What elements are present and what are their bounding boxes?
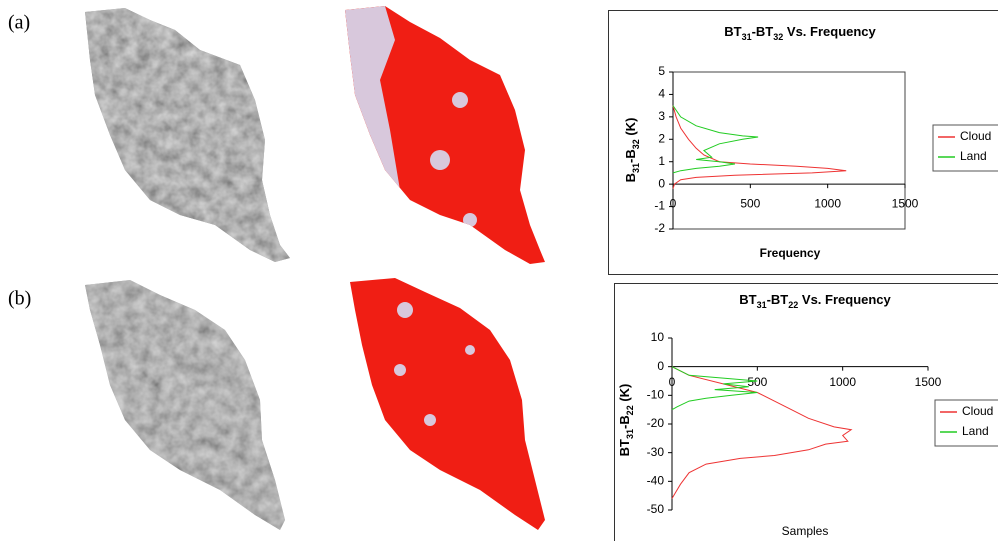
- x-tick-label: 1500: [915, 375, 942, 389]
- legend-label: Cloud: [960, 129, 991, 143]
- chart-title-part: BT: [739, 292, 756, 307]
- y-tick-label: -30: [647, 445, 665, 459]
- y-axis-label-part: 22: [625, 405, 635, 415]
- y-tick-label: 10: [651, 330, 665, 344]
- panel-label: (a): [8, 12, 30, 34]
- series-line: [671, 366, 758, 411]
- y-axis-label: B31-B32 (K): [623, 118, 641, 183]
- chart-title-part: -BT: [752, 24, 774, 39]
- y-tick-label: -40: [647, 474, 665, 488]
- legend-box: [934, 399, 998, 447]
- y-tick-label: 1: [658, 154, 665, 168]
- y-tick-label: -50: [647, 502, 665, 516]
- x-axis-label: Samples: [782, 524, 829, 538]
- legend-box: [932, 124, 998, 172]
- y-axis-label-part: -B: [617, 415, 632, 429]
- plot-border: [672, 71, 906, 230]
- chart-title-part: 31: [757, 300, 767, 310]
- chart-title-part: Vs. Frequency: [798, 292, 891, 307]
- chart-title-part: -BT: [767, 292, 789, 307]
- chart-title: BT31-BT32 Vs. Frequency: [724, 24, 876, 42]
- panel-label: (b): [8, 288, 31, 310]
- y-tick-label: 5: [658, 64, 665, 78]
- chart-title-part: 32: [773, 32, 783, 42]
- y-tick-label: -20: [647, 416, 665, 430]
- x-tick-label: 1000: [829, 375, 856, 389]
- series-line: [672, 105, 759, 174]
- y-axis-label-part: 32: [631, 139, 641, 149]
- x-tick-label: 1000: [814, 196, 841, 210]
- y-axis-label-part: BT: [617, 439, 632, 456]
- y-tick-label: -2: [654, 221, 665, 235]
- x-tick-label: 1500: [892, 196, 919, 210]
- legend-label: Land: [960, 149, 987, 163]
- chart-title-part: 22: [788, 300, 798, 310]
- x-tick-label: 500: [747, 375, 767, 389]
- x-tick-label: 500: [740, 196, 760, 210]
- y-tick-label: 2: [658, 131, 665, 145]
- legend-label: Cloud: [962, 404, 993, 418]
- grey-map: [85, 8, 290, 262]
- chart-frame: [614, 283, 998, 541]
- y-tick-label: -10: [647, 388, 665, 402]
- y-tick-label: 3: [658, 109, 665, 123]
- x-tick-label: 0: [669, 375, 676, 389]
- grey-map: [85, 280, 285, 530]
- legend-label: Land: [962, 424, 989, 438]
- y-axis-label: BT31-B22 (K): [617, 384, 635, 457]
- classified-map: [345, 6, 545, 264]
- y-axis-label-part: 31: [625, 429, 635, 439]
- x-axis-label: Frequency: [760, 246, 821, 260]
- y-tick-label: 4: [658, 87, 665, 101]
- y-axis-label-part: B: [623, 173, 638, 182]
- chart-frame: [608, 10, 998, 275]
- chart-title: BT31-BT22 Vs. Frequency: [739, 292, 891, 310]
- series-line: [671, 366, 853, 499]
- chart-title-part: 31: [742, 32, 752, 42]
- x-tick-label: 0: [670, 196, 677, 210]
- chart-title-part: BT: [724, 24, 741, 39]
- chart-title-part: Vs. Frequency: [783, 24, 876, 39]
- y-axis-label-part: 31: [631, 163, 641, 173]
- y-axis-label-part: -B: [623, 149, 638, 163]
- y-axis-label-part: (K): [623, 118, 638, 140]
- y-tick-label: 0: [657, 359, 664, 373]
- series-line: [672, 105, 847, 189]
- classified-map: [350, 278, 545, 530]
- y-tick-label: 0: [658, 176, 665, 190]
- y-tick-label: -1: [654, 199, 665, 213]
- y-axis-label-part: (K): [617, 384, 632, 406]
